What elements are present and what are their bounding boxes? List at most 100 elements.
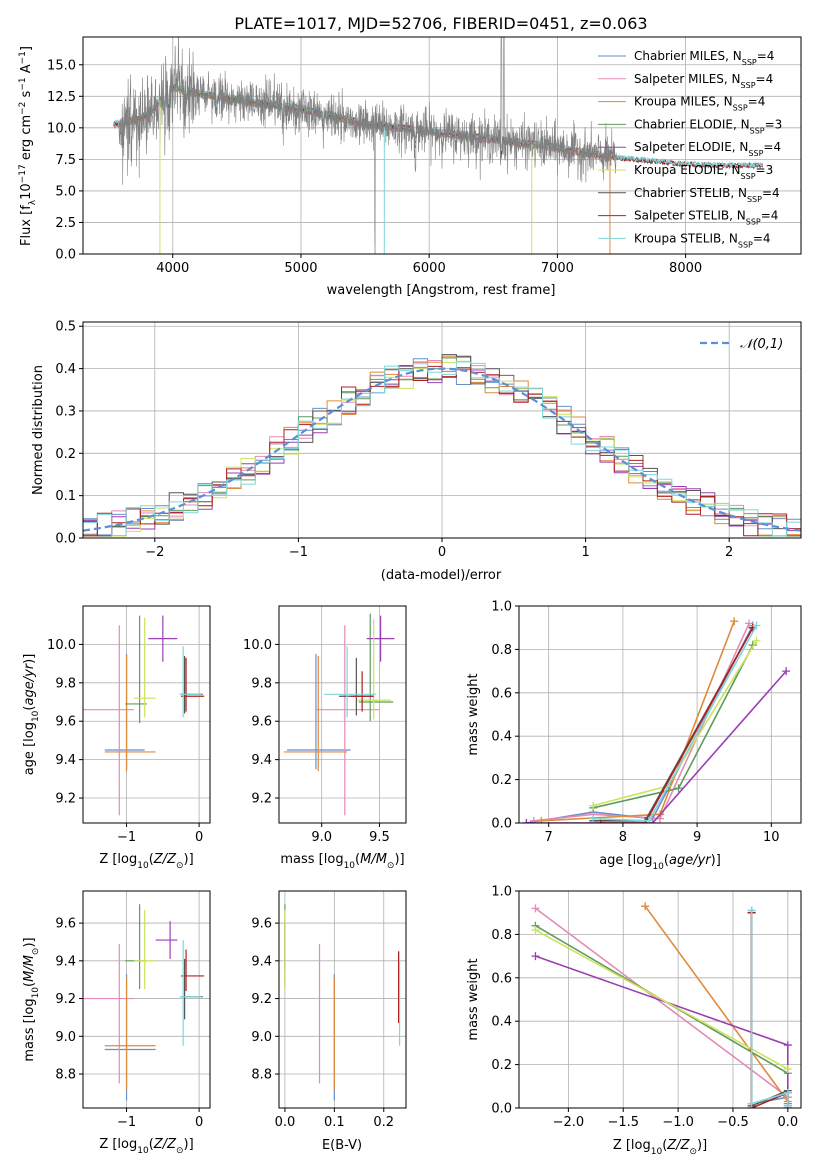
spectrum-plot-area bbox=[113, 37, 763, 254]
x-tick-label: 0 bbox=[195, 830, 203, 845]
x-axis-label: (data-model)/error bbox=[381, 568, 502, 583]
y-tick-label: 0.6 bbox=[491, 686, 512, 701]
y-tick-label: 12.5 bbox=[47, 90, 76, 105]
mass-vs-ebv-panel: 0.0 0.1 0.2 8.8 9.0 9.2 9.4 9.6 E(B-V) bbox=[251, 890, 407, 1153]
weight-point bbox=[782, 667, 791, 676]
weight-series-salpeter-miles bbox=[529, 619, 754, 823]
weight-point bbox=[747, 906, 756, 915]
weight-vs-age-plot-area bbox=[522, 617, 791, 823]
errorbar-salpeter-elodie bbox=[155, 921, 178, 959]
weight-point bbox=[752, 621, 761, 630]
errorbar-chabrier-elodie bbox=[125, 904, 147, 990]
weight-line bbox=[535, 929, 789, 1070]
x-axis-label: E(B-V) bbox=[322, 1138, 362, 1153]
weight-point bbox=[529, 816, 538, 823]
errorbar-kroupa-stelib bbox=[179, 940, 202, 1046]
x-tick-label: 0.0 bbox=[275, 1115, 296, 1130]
errorbar-salpeter-stelib bbox=[350, 671, 374, 712]
y-axis-label: Normed distribution bbox=[31, 365, 46, 495]
weight-series-chabrier-stelib bbox=[589, 623, 757, 823]
y-tick-label: 5.0 bbox=[55, 184, 76, 199]
weight-vs-z-panel: −2.0 −1.5 −1.0 −0.5 0.0 0.0 0.2 0.4 0.6 0.8 1.0 Z [… bbox=[466, 885, 802, 1157]
errorbar-chabrier-elodie bbox=[358, 613, 394, 722]
weight-point bbox=[531, 926, 540, 935]
y-tick-label: 10.0 bbox=[243, 638, 272, 653]
y-tick-label: 9.6 bbox=[55, 715, 76, 730]
errorbar-kroupa-stelib bbox=[324, 646, 376, 718]
residual-histogram-salpeter-stelib bbox=[83, 365, 801, 537]
weight-line bbox=[593, 625, 758, 822]
weight-vs-z-plot-area bbox=[531, 902, 792, 1108]
weight-series-kroupa-elodie bbox=[531, 926, 792, 1073]
y-tick-label: 9.0 bbox=[251, 1030, 272, 1045]
x-tick-label: −1 bbox=[289, 545, 308, 560]
errorbar-kroupa-elodie bbox=[133, 617, 156, 718]
weight-line bbox=[535, 955, 789, 1108]
weight-point bbox=[531, 904, 540, 913]
legend-label-kroupa-elodie: Kroupa ELODIE, NSSP=3 bbox=[634, 163, 773, 181]
y-tick-label: 9.6 bbox=[251, 715, 272, 730]
x-tick-label: 7000 bbox=[541, 261, 574, 276]
weight-point bbox=[537, 816, 546, 823]
mass-vs-z-plot-area bbox=[83, 904, 205, 1101]
y-tick-label: 15.0 bbox=[47, 58, 76, 73]
weight-series-kroupa-stelib bbox=[747, 906, 792, 1108]
y-tick-label: 9.6 bbox=[55, 917, 76, 932]
legend-label-salpeter-elodie: Salpeter ELODIE, NSSP=4 bbox=[634, 140, 781, 158]
y-tick-label: 0.2 bbox=[491, 1058, 512, 1073]
errorbar-salpeter-elodie bbox=[366, 615, 395, 662]
age-vs-z-panel: −1 0 9.2 9.4 9.6 9.8 10.0 Z [log10(Z/Z⊙)] age [l… bbox=[22, 605, 211, 871]
weight-line bbox=[533, 623, 750, 822]
y-tick-label: 10.0 bbox=[47, 638, 76, 653]
spectrum-frame bbox=[82, 36, 802, 255]
x-tick-label: 6000 bbox=[413, 261, 446, 276]
y-tick-label: 0.4 bbox=[491, 1015, 512, 1030]
y-tick-label: 1.0 bbox=[491, 600, 512, 615]
x-tick-label: −2 bbox=[145, 545, 164, 560]
errorbar-salpeter-stelib bbox=[180, 949, 205, 992]
weight-line bbox=[600, 627, 754, 823]
x-tick-label: −1.0 bbox=[662, 1115, 694, 1130]
weight-point bbox=[589, 814, 598, 823]
weight-point bbox=[783, 1064, 792, 1073]
errorbar-salpeter-miles bbox=[83, 625, 134, 816]
y-tick-label: 9.8 bbox=[251, 676, 272, 691]
x-tick-label: 0.1 bbox=[324, 1115, 345, 1130]
y-tick-label: 8.8 bbox=[251, 1068, 272, 1083]
weight-series-kroupa-elodie bbox=[589, 636, 761, 810]
y-tick-label: 0.6 bbox=[491, 971, 512, 986]
weight-vs-age-frame bbox=[518, 605, 802, 824]
weight-vs-z-frame bbox=[518, 890, 802, 1109]
y-tick-label: 9.6 bbox=[251, 917, 272, 932]
y-tick-label: 9.4 bbox=[251, 954, 272, 969]
legend-label-salpeter-stelib: Salpeter STELIB, NSSP=4 bbox=[634, 209, 778, 227]
x-tick-label: 7 bbox=[545, 830, 553, 845]
weight-series-salpeter-elodie bbox=[531, 952, 792, 1108]
x-tick-label: 5000 bbox=[284, 261, 317, 276]
x-axis-label: mass [log10(M/M⊙)] bbox=[280, 852, 404, 871]
legend-label-normal: 𝒩(0,1) bbox=[740, 337, 783, 352]
y-axis-label: mass [log10(M/M⊙)] bbox=[22, 937, 41, 1061]
weight-series-salpeter-miles bbox=[531, 904, 792, 1102]
y-tick-label: 9.4 bbox=[55, 753, 76, 768]
weight-point bbox=[730, 617, 739, 626]
x-tick-label: 9.5 bbox=[369, 830, 390, 845]
x-tick-label: 10 bbox=[763, 830, 780, 845]
weight-point bbox=[747, 1099, 756, 1108]
errorbar-kroupa-miles bbox=[283, 655, 348, 772]
y-tick-label: 9.2 bbox=[251, 792, 272, 807]
weight-line bbox=[750, 910, 789, 1106]
x-tick-label: 0.0 bbox=[777, 1115, 798, 1130]
y-tick-label: 9.2 bbox=[55, 992, 76, 1007]
weight-point bbox=[783, 1041, 792, 1050]
y-tick-label: 0.3 bbox=[55, 404, 76, 419]
weight-line bbox=[535, 907, 789, 1098]
x-axis-label: wavelength [Angstrom, rest frame] bbox=[327, 283, 556, 298]
age-vs-mass-frame bbox=[278, 605, 407, 824]
errorbar-salpeter-elodie bbox=[148, 615, 178, 662]
x-tick-label: −2.0 bbox=[553, 1115, 585, 1130]
y-tick-label: 9.8 bbox=[55, 676, 76, 691]
spectrum-panel: 4000 5000 6000 7000 8000 0.0 2.5 5.0 7.5 10.0 12.5… bbox=[18, 36, 802, 298]
legend-label-kroupa-miles: Kroupa MILES, NSSP=4 bbox=[634, 95, 765, 113]
